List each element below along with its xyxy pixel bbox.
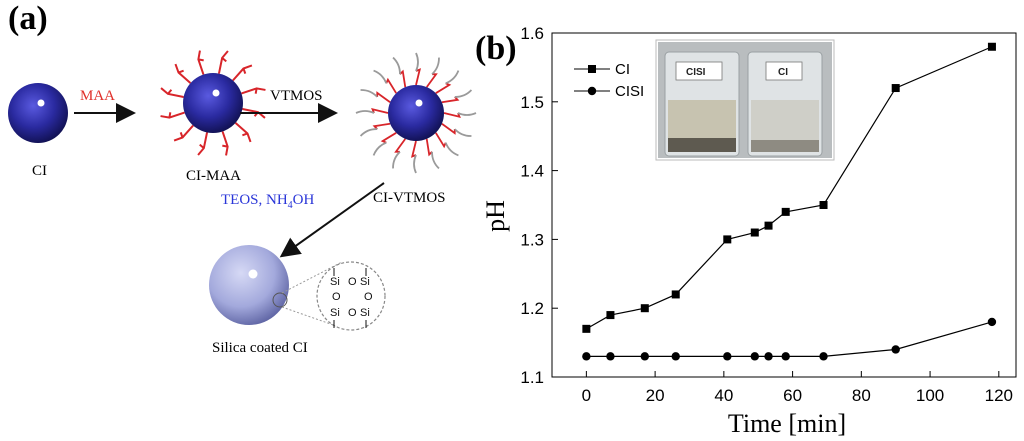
photo-label-ci: CI	[778, 67, 788, 78]
inset-photo: CISI CI	[655, 39, 835, 161]
x-tick-label: 60	[783, 386, 802, 405]
data-point-ci	[987, 42, 996, 51]
ci-vtmos-label: CI-VTMOS	[373, 190, 446, 206]
data-point-ci	[750, 228, 759, 237]
x-tick-label: 0	[582, 386, 591, 405]
svg-text:Si: Si	[360, 276, 370, 288]
panel-b-label: (b)	[475, 30, 517, 67]
arrow-teos	[279, 182, 385, 258]
data-point-ci	[891, 84, 900, 93]
x-tick-label: 100	[916, 386, 944, 405]
svg-text:O: O	[348, 276, 357, 288]
y-tick-label: 1.3	[520, 230, 544, 249]
data-point-cisi	[987, 317, 997, 327]
data-point-cisi	[819, 352, 828, 361]
plot-frame	[551, 32, 1017, 378]
silica-structure: Si O Si O O Si O Si	[330, 268, 373, 328]
step-maa-label: MAA	[80, 88, 116, 104]
svg-text:Si: Si	[330, 276, 340, 288]
svg-text:Si: Si	[330, 307, 340, 319]
step-teos-label: TEOS, NH4OH	[221, 192, 315, 211]
series-line-cisi	[586, 321, 993, 357]
ci-maa-label: CI-MAA	[186, 168, 241, 184]
legend-cisi-label: CISI	[615, 83, 644, 100]
x-tick-label: 40	[714, 386, 733, 405]
y-axis-title: pH	[481, 200, 510, 232]
svg-text:Si: Si	[360, 307, 370, 319]
silica-particle	[209, 245, 386, 331]
data-point-ci	[606, 311, 615, 320]
ci-particle	[8, 83, 68, 143]
data-point-ci	[640, 304, 649, 313]
data-point-cisi	[723, 352, 732, 361]
panel-a-label: (a)	[8, 0, 48, 37]
data-point-cisi	[891, 345, 900, 354]
data-point-ci	[781, 207, 790, 216]
svg-text:O: O	[332, 291, 341, 303]
x-tick-label: 80	[852, 386, 871, 405]
chart-legend: CI CISI	[574, 61, 644, 100]
ci-maa-particle	[160, 50, 266, 156]
y-tick-label: 1.2	[520, 299, 544, 318]
step-vtmos-label: VTMOS	[270, 88, 323, 104]
data-point-ci	[582, 324, 591, 333]
data-point-cisi	[640, 352, 649, 361]
photo-label-cisi: CISI	[686, 67, 706, 78]
svg-text:O: O	[348, 307, 357, 319]
data-point-cisi	[606, 352, 615, 361]
data-point-cisi	[764, 352, 773, 361]
svg-text:O: O	[364, 291, 373, 303]
data-point-ci	[819, 201, 828, 209]
ci-vtmos-particle	[355, 52, 477, 174]
x-axis-title: Time [min]	[728, 409, 846, 438]
x-tick-label: 20	[646, 386, 665, 405]
data-point-cisi	[582, 352, 591, 361]
y-tick-label: 1.1	[520, 368, 544, 387]
data-point-cisi	[750, 352, 759, 361]
legend-ci-label: CI	[615, 61, 630, 78]
data-point-cisi	[781, 352, 790, 361]
ci-label: CI	[32, 163, 47, 179]
y-tick-label: 1.4	[520, 162, 544, 181]
data-point-ci	[723, 235, 732, 244]
scheme-diagram: Si O Si O O Si O Si	[8, 50, 477, 331]
x-tick-label: 120	[985, 386, 1013, 405]
data-point-cisi	[671, 352, 680, 361]
y-tick-label: 1.6	[520, 24, 544, 43]
y-tick-label: 1.5	[520, 93, 544, 112]
data-point-ci	[671, 290, 680, 299]
data-point-ci	[764, 221, 773, 230]
silica-label: Silica coated CI	[212, 340, 308, 356]
